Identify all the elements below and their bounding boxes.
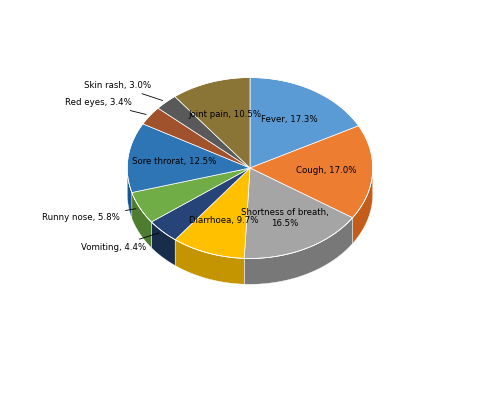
Polygon shape xyxy=(127,124,250,193)
Polygon shape xyxy=(250,126,373,218)
Text: Sore throrat, 12.5%: Sore throrat, 12.5% xyxy=(132,157,216,166)
Polygon shape xyxy=(244,168,352,258)
Polygon shape xyxy=(152,168,250,240)
Polygon shape xyxy=(158,97,250,168)
Polygon shape xyxy=(143,108,250,168)
Polygon shape xyxy=(250,78,358,168)
Polygon shape xyxy=(132,168,250,222)
Polygon shape xyxy=(152,222,175,266)
Text: Diarrhoea, 9.7%: Diarrhoea, 9.7% xyxy=(189,216,258,225)
Polygon shape xyxy=(352,170,372,243)
Text: Red eyes, 3.4%: Red eyes, 3.4% xyxy=(65,98,146,115)
Polygon shape xyxy=(175,78,250,168)
Polygon shape xyxy=(244,218,352,284)
Polygon shape xyxy=(175,240,244,284)
Polygon shape xyxy=(128,170,132,218)
Text: Cough, 17.0%: Cough, 17.0% xyxy=(296,166,356,175)
Text: Joint pain, 10.5%: Joint pain, 10.5% xyxy=(189,110,262,119)
Polygon shape xyxy=(132,193,152,248)
Polygon shape xyxy=(175,168,250,258)
Text: Fever, 17.3%: Fever, 17.3% xyxy=(261,115,318,125)
Text: Vomiting, 4.4%: Vomiting, 4.4% xyxy=(82,233,159,252)
Text: Runny nose, 5.8%: Runny nose, 5.8% xyxy=(42,209,136,222)
Text: Shortness of breath,
16.5%: Shortness of breath, 16.5% xyxy=(240,208,328,228)
Text: Skin rash, 3.0%: Skin rash, 3.0% xyxy=(84,81,162,100)
